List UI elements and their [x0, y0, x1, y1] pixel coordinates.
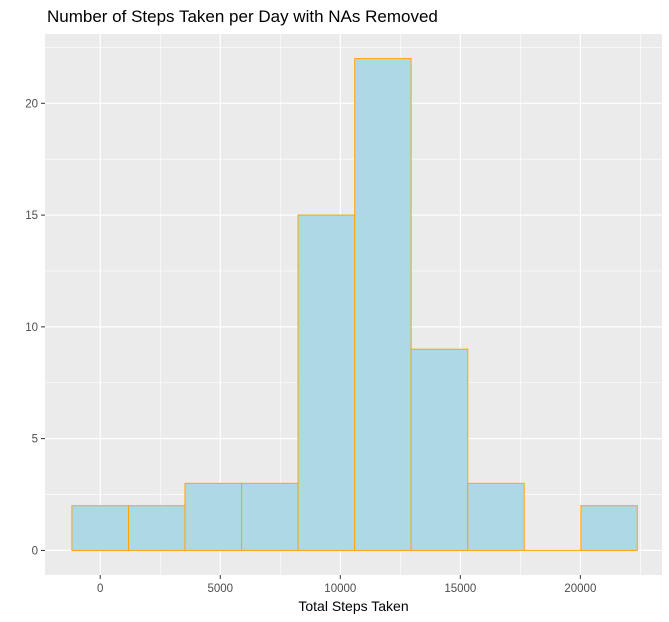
x-axis-ticks: 0 5000 10000 15000 20000: [97, 575, 596, 595]
histogram-bar: [128, 505, 186, 551]
x-tick-label: 0: [97, 583, 103, 595]
bars: [71, 58, 638, 551]
y-tick-label: 0: [32, 545, 38, 557]
y-tick-label: 20: [25, 98, 38, 110]
histogram-bar: [580, 505, 638, 551]
y-tick-label: 10: [25, 322, 38, 334]
histogram-bar: [297, 214, 356, 551]
histogram-bar: [71, 505, 130, 551]
histogram-bar: [410, 348, 469, 551]
histogram-bar: [467, 482, 525, 551]
y-tick-label: 5: [32, 434, 38, 446]
x-tick-label: 20000: [564, 583, 596, 595]
y-axis-ticks: 0 5 10 15 20: [25, 98, 45, 557]
histogram-bar: [354, 58, 412, 551]
x-axis-label: Total Steps Taken: [298, 598, 408, 614]
chart-title: Number of Steps Taken per Day with NAs R…: [47, 7, 438, 26]
x-tick-label: 10000: [324, 583, 356, 595]
histogram-bar: [241, 482, 299, 551]
y-tick-label: 15: [25, 210, 38, 222]
x-tick-label: 15000: [444, 583, 476, 595]
x-tick-label: 5000: [207, 583, 233, 595]
histogram-bar: [184, 482, 243, 551]
